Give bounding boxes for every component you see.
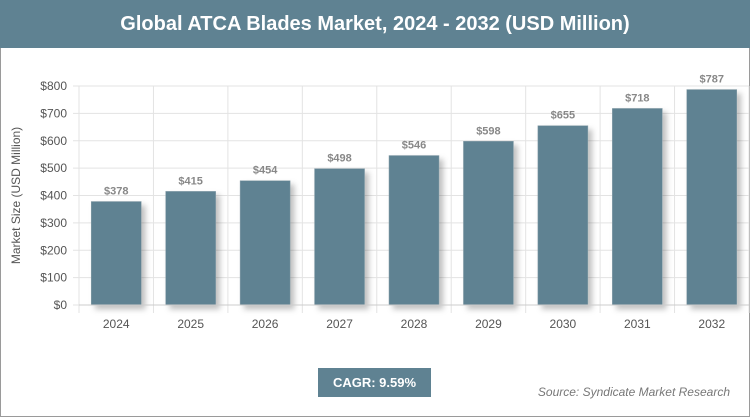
x-tick-label: 2027 [326, 317, 353, 331]
y-tick-label: $300 [40, 216, 67, 230]
bar [463, 141, 514, 306]
x-tick-label: 2031 [624, 317, 651, 331]
bar [686, 89, 738, 306]
bar [388, 155, 440, 306]
y-axis-label: Market Size (USD Million) [9, 127, 23, 264]
data-label: $498 [327, 153, 351, 165]
bar [314, 168, 365, 306]
cagr-badge: CAGR: 9.59% [318, 368, 431, 397]
x-tick-label: 2024 [103, 317, 130, 331]
data-label: $546 [402, 140, 426, 152]
y-tick-label: $500 [40, 161, 67, 175]
bar [537, 125, 589, 306]
data-label: $415 [178, 175, 202, 187]
data-label: $378 [104, 186, 128, 198]
y-tick-label: $400 [40, 189, 67, 203]
chart-title: Global ATCA Blades Market, 2024 - 2032 (… [0, 0, 750, 48]
data-label: $454 [253, 165, 278, 177]
bar [239, 180, 291, 306]
bar [90, 201, 142, 306]
bar [165, 191, 216, 306]
data-label: $598 [476, 125, 500, 137]
y-tick-label: $100 [40, 271, 67, 285]
x-tick-label: 2025 [177, 317, 204, 331]
source-note: Source: Syndicate Market Research [537, 385, 730, 399]
bar [612, 108, 663, 306]
y-tick-label: $200 [40, 243, 67, 257]
data-label: $655 [551, 110, 575, 122]
y-tick-label: $0 [54, 298, 68, 312]
y-tick-label: $600 [40, 134, 67, 148]
data-label: $718 [625, 92, 649, 104]
x-tick-label: 2030 [550, 317, 577, 331]
x-tick-label: 2026 [252, 317, 279, 331]
y-tick-label: $800 [40, 79, 67, 93]
x-tick-label: 2032 [698, 317, 725, 331]
y-tick-label: $700 [40, 106, 67, 120]
x-tick-label: 2028 [401, 317, 428, 331]
x-tick-label: 2029 [475, 317, 502, 331]
data-label: $787 [700, 74, 724, 86]
